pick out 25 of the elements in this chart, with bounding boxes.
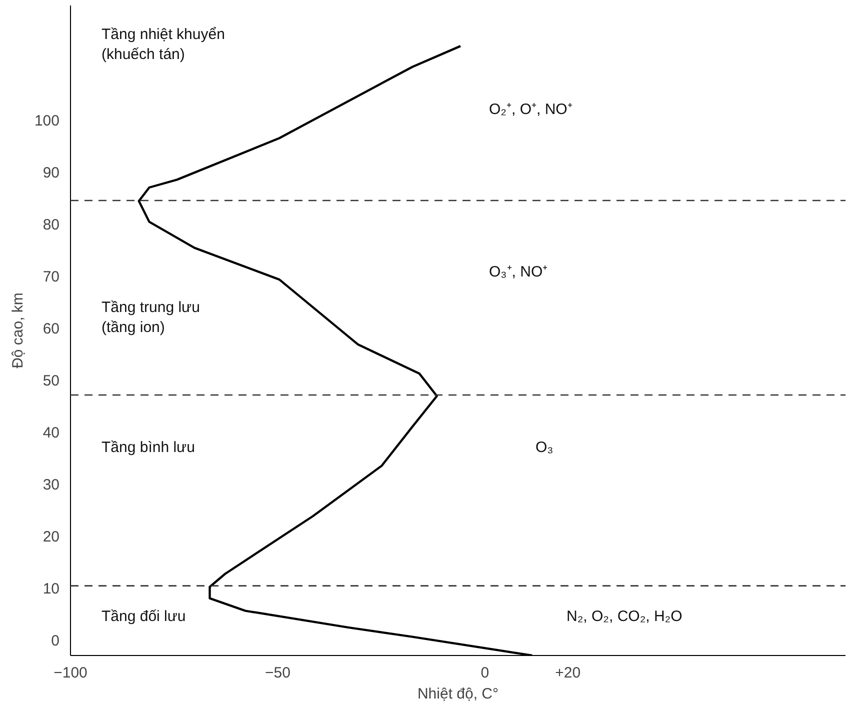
x-tick-label: −100	[54, 664, 88, 682]
annotation: O₂⁺, O⁺, NO⁺	[489, 101, 572, 118]
y-tick-label: 60	[42, 320, 60, 338]
y-tick-label: 20	[42, 528, 60, 546]
y-tick-label: 10	[42, 580, 60, 598]
annotation: Tầng đối lưu	[102, 608, 186, 625]
y-axis-title: Độ cao, km	[9, 292, 26, 368]
annotation: N₂, O₂, CO₂, H₂O	[566, 608, 682, 625]
y-tick-label: 30	[42, 476, 60, 494]
annotation: Tầng bình lưu	[102, 439, 195, 456]
x-tick-label: −50	[264, 664, 290, 682]
y-tick-label: 100	[34, 112, 60, 130]
annotation: O₃	[536, 439, 554, 456]
x-axis-title: Nhiệt độ, C°	[417, 686, 499, 702]
y-tick-label: 90	[42, 164, 60, 182]
annotation: Tầng trung lưu (tầng ion)	[102, 298, 200, 336]
y-tick-label: 80	[42, 216, 60, 234]
x-tick-label: 0	[480, 664, 490, 682]
annotation: O₃⁺, NO⁺	[489, 264, 548, 280]
y-tick-label: 70	[42, 268, 60, 286]
y-tick-label: 50	[42, 372, 60, 390]
y-tick-label: 40	[42, 424, 60, 442]
annotation: Tầng nhiệt khuyển (khuếch tán)	[102, 26, 225, 64]
y-tick-label: 0	[51, 632, 60, 650]
x-tick-label: +20	[555, 664, 581, 682]
